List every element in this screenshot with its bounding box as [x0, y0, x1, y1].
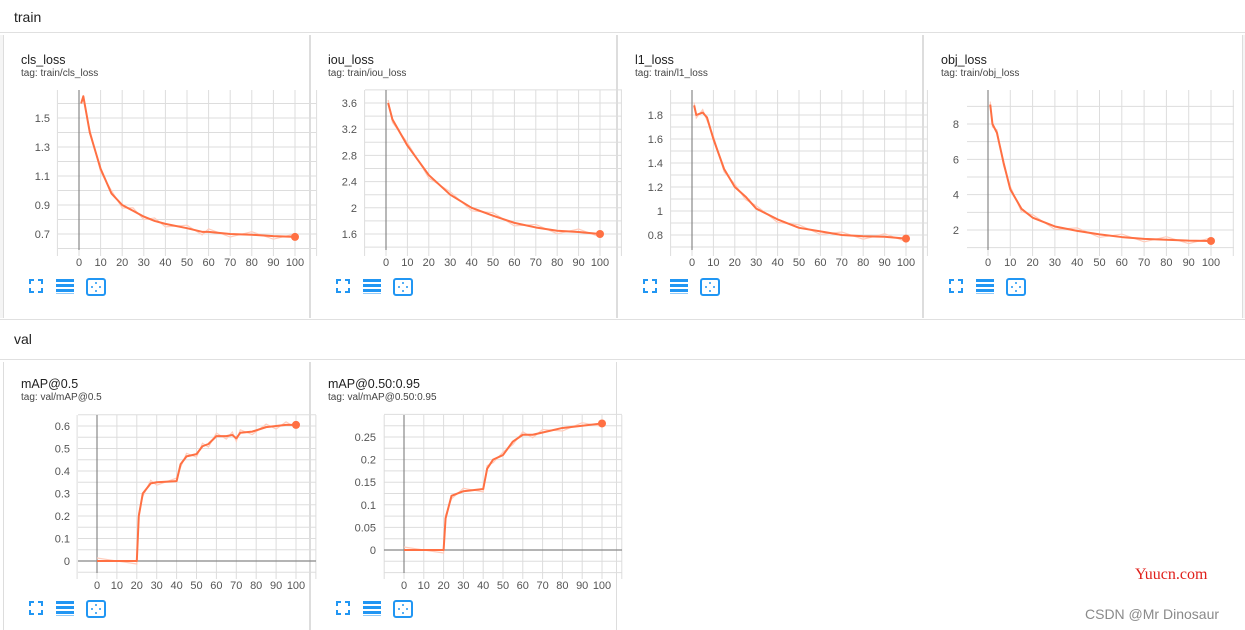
chart-tag: tag: train/l1_loss [635, 68, 708, 79]
fullscreen-icon[interactable] [335, 600, 351, 616]
data-selection-icon[interactable] [363, 600, 381, 616]
section-label: train [14, 9, 42, 25]
chart-toolbar [948, 278, 1026, 296]
chart-tag: tag: train/obj_loss [941, 68, 1020, 79]
data-selection-icon[interactable] [670, 278, 688, 294]
watermark-author: CSDN @Mr Dinosaur [1085, 606, 1220, 622]
chart-title: cls_loss [21, 53, 66, 67]
section-header-val[interactable]: val [0, 319, 1245, 360]
fit-domain-icon[interactable] [700, 278, 720, 296]
chart-card: obj_loss tag: train/obj_loss [923, 35, 1243, 318]
chart-tag: tag: train/cls_loss [21, 68, 99, 79]
fit-domain-icon[interactable] [86, 600, 106, 618]
data-selection-icon[interactable] [363, 278, 381, 294]
fullscreen-icon[interactable] [28, 600, 44, 616]
chart-toolbar [335, 600, 413, 618]
chart-card: iou_loss tag: train/iou_loss [310, 35, 617, 318]
chart-toolbar [28, 278, 106, 296]
chart-card: l1_loss tag: train/l1_loss [617, 35, 923, 318]
fullscreen-icon[interactable] [948, 278, 964, 294]
data-selection-icon[interactable] [976, 278, 994, 294]
data-selection-icon[interactable] [56, 278, 74, 294]
chart-tag: tag: val/mAP@0.5 [21, 392, 102, 403]
chart-tag: tag: train/iou_loss [328, 68, 407, 79]
chart-toolbar [28, 600, 106, 618]
chart-title: l1_loss [635, 53, 674, 67]
fit-domain-icon[interactable] [393, 600, 413, 618]
fit-domain-icon[interactable] [1006, 278, 1026, 296]
chart-title: mAP@0.50:0.95 [328, 377, 420, 391]
chart-card: mAP@0.50:0.95 tag: val/mAP@0.50:0.95 [310, 362, 617, 630]
chart-title: mAP@0.5 [21, 377, 79, 391]
fullscreen-icon[interactable] [28, 278, 44, 294]
fullscreen-icon[interactable] [642, 278, 658, 294]
section-header-train[interactable]: train [0, 0, 1245, 33]
fit-domain-icon[interactable] [86, 278, 106, 296]
chart-card: cls_loss tag: train/cls_loss [3, 35, 310, 318]
fullscreen-icon[interactable] [335, 278, 351, 294]
watermark-site: Yuucn.com [1135, 566, 1208, 583]
fit-domain-icon[interactable] [393, 278, 413, 296]
data-selection-icon[interactable] [56, 600, 74, 616]
chart-toolbar [642, 278, 720, 296]
chart-title: obj_loss [941, 53, 987, 67]
chart-title: iou_loss [328, 53, 374, 67]
section-label: val [14, 331, 32, 347]
chart-card: mAP@0.5 tag: val/mAP@0.5 [3, 362, 310, 630]
chart-toolbar [335, 278, 413, 296]
chart-tag: tag: val/mAP@0.50:0.95 [328, 392, 437, 403]
